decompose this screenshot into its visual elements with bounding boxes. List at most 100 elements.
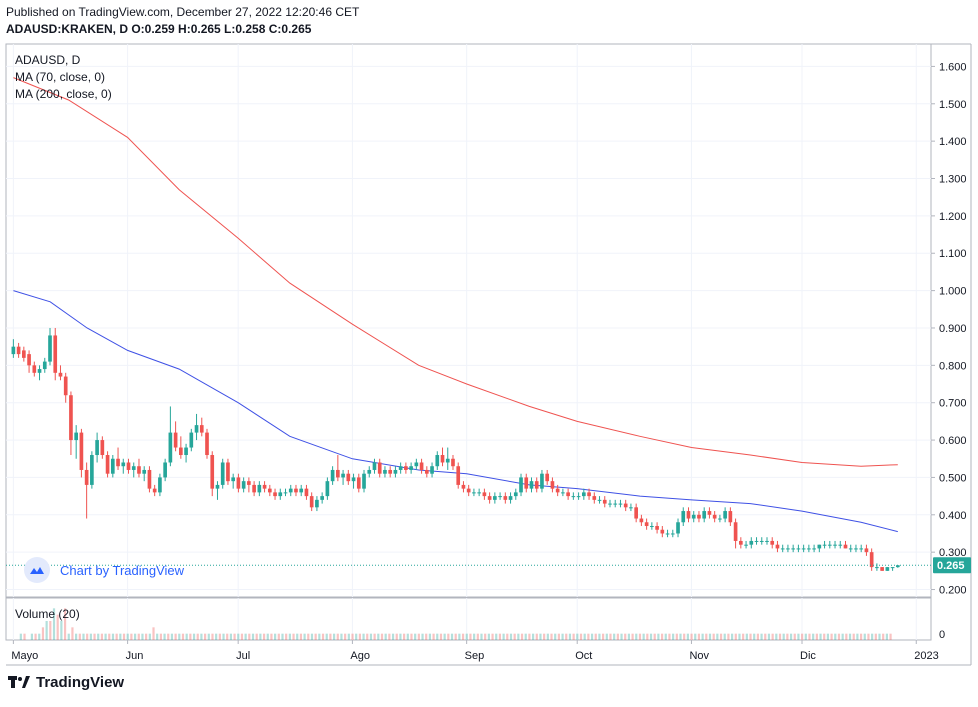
candle-body xyxy=(147,469,152,489)
volume-bar xyxy=(649,633,653,640)
volume-bar xyxy=(484,633,487,640)
x-tick-label: Sep xyxy=(465,650,485,662)
volume-bar xyxy=(764,633,767,640)
candle-body xyxy=(702,511,707,519)
volume-bar xyxy=(181,633,185,640)
volume-bar xyxy=(513,633,516,640)
candle-body xyxy=(848,548,853,550)
candle-body xyxy=(665,533,670,535)
candle-body xyxy=(869,552,874,568)
candle-body xyxy=(681,511,686,523)
volume-bar xyxy=(421,633,424,640)
volume-bar xyxy=(167,633,170,640)
volume-bar xyxy=(878,633,881,640)
volume-bar xyxy=(683,633,686,640)
candle-body xyxy=(718,518,722,520)
candle-body xyxy=(545,473,550,482)
candle-body xyxy=(168,432,173,463)
volume-bar xyxy=(605,633,608,640)
tradingview-logo[interactable]: TradingView xyxy=(8,674,124,691)
candle-body xyxy=(660,529,665,534)
candle-body xyxy=(304,488,309,497)
volume-bar xyxy=(767,633,771,640)
volume-bar xyxy=(307,633,310,640)
y-tick-label: 0.400 xyxy=(939,510,967,522)
volume-bar xyxy=(509,633,513,640)
candle-body xyxy=(430,466,434,474)
volume-bar xyxy=(598,633,601,640)
candle-body xyxy=(179,447,183,456)
candle-body xyxy=(110,458,115,474)
candle-body xyxy=(759,540,764,542)
volume-bar xyxy=(712,633,715,640)
volume-bar xyxy=(782,633,785,640)
volume-bar xyxy=(259,633,262,640)
candle-body xyxy=(827,544,832,546)
candle-body xyxy=(325,481,330,497)
volume-bar xyxy=(244,633,247,640)
volume-bar xyxy=(19,633,22,640)
volume-bar xyxy=(594,633,597,640)
volume-bar xyxy=(296,633,299,640)
volume-bar xyxy=(270,633,273,640)
volume-bar xyxy=(550,633,553,640)
candle-body xyxy=(566,492,570,497)
candle-body xyxy=(608,503,612,505)
y-tick-label: 1.400 xyxy=(939,136,967,148)
volume-bar xyxy=(602,633,605,640)
volume-bar xyxy=(786,633,789,640)
volume-bar xyxy=(170,633,174,640)
volume-bar xyxy=(837,633,841,640)
volume-bar xyxy=(871,633,874,640)
volume-bar xyxy=(491,633,494,640)
tradingview-badge[interactable]: Chart by TradingView xyxy=(24,557,184,583)
volume-bar xyxy=(874,633,877,640)
candle-body xyxy=(859,548,864,550)
candle-body xyxy=(414,462,419,467)
candle-body xyxy=(555,488,560,493)
candle-body xyxy=(383,469,387,474)
candle-body xyxy=(388,469,393,474)
volume-bar xyxy=(546,633,549,640)
candle-body xyxy=(121,462,126,467)
volume-bar xyxy=(672,633,675,640)
last-price-label: 0.265 xyxy=(937,560,965,572)
volume-bar xyxy=(351,633,354,640)
candle-body xyxy=(707,511,712,515)
volume-bar xyxy=(156,633,159,640)
candle-body xyxy=(294,488,298,493)
volume-bar xyxy=(801,633,804,640)
candle-body xyxy=(435,455,440,467)
volume-bar xyxy=(587,633,590,640)
candle-body xyxy=(341,473,345,478)
candle-body xyxy=(278,492,283,497)
volume-bar xyxy=(86,633,89,640)
candle-body xyxy=(42,361,47,370)
x-tick-label: Dic xyxy=(800,650,816,662)
volume-bar xyxy=(461,633,465,640)
volume-bar xyxy=(469,633,472,640)
candle-body xyxy=(288,488,293,493)
candle-body xyxy=(393,469,398,474)
volume-bar xyxy=(745,633,748,640)
y-tick-label: 1.000 xyxy=(939,286,967,298)
candle-body xyxy=(79,432,84,470)
volume-bar xyxy=(38,633,41,640)
candle-body xyxy=(780,548,785,550)
volume-bar xyxy=(148,633,151,640)
candle-body xyxy=(267,488,272,493)
volume-bar xyxy=(668,633,671,640)
volume-bar xyxy=(49,621,52,640)
candle-body xyxy=(896,565,900,568)
volume-bar xyxy=(358,633,361,640)
volume-bar xyxy=(288,633,291,640)
candle-body xyxy=(838,544,843,546)
volume-bar xyxy=(834,633,837,640)
candle-body xyxy=(116,458,120,467)
candle-body xyxy=(231,477,236,482)
volume-bar xyxy=(229,633,233,640)
volume-bar xyxy=(325,633,328,640)
candle-body xyxy=(864,548,869,553)
